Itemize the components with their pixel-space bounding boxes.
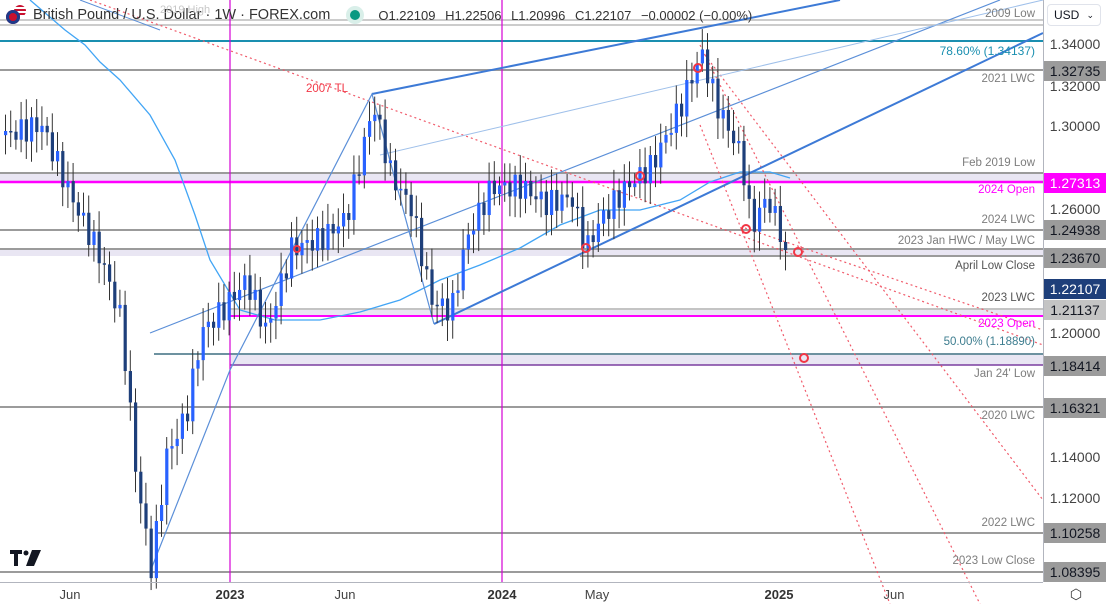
- label-2009-low: 2009 Low: [985, 8, 1035, 20]
- price-label-2024-open: 1.27313: [1044, 173, 1106, 193]
- label-2023-lwc: 2023 LWC: [981, 292, 1035, 304]
- price-label: 1.24938: [1044, 220, 1106, 240]
- current-price-label: 1.22107: [1044, 279, 1106, 299]
- time-tick: 2024: [487, 587, 517, 602]
- symbol-header: British Pound / U.S. Dollar · 1W · FOREX…: [6, 5, 758, 25]
- currency-value: USD: [1054, 8, 1080, 22]
- time-tick: Jun: [59, 587, 81, 602]
- price-tick: 1.20000: [1049, 325, 1101, 341]
- time-tick: Jun: [883, 587, 905, 602]
- price-label: 1.32735: [1044, 61, 1106, 81]
- market-status-icon: [350, 10, 361, 20]
- price-tick: 1.26000: [1049, 201, 1101, 217]
- price-label: 1.23670: [1044, 248, 1106, 268]
- time-tick: Jun: [334, 587, 356, 602]
- candlesticks: [4, 29, 788, 591]
- label-2024-lwc: 2024 LWC: [981, 214, 1035, 226]
- price-label: 1.18414: [1044, 356, 1106, 376]
- price-label: 1.08395: [1044, 562, 1106, 582]
- label-2020-lwc: 2020 LWC: [981, 410, 1035, 422]
- label-jan24-low: Jan 24' Low: [973, 368, 1035, 380]
- high-value: H1.22506: [445, 7, 502, 23]
- price-tick: 1.14000: [1049, 449, 1101, 465]
- price-tick: 1.32000: [1049, 78, 1101, 94]
- currency-selector[interactable]: USD ⌄: [1047, 4, 1101, 26]
- settings-icon[interactable]: ⬡: [1069, 586, 1083, 602]
- price-label: 1.16321: [1044, 398, 1106, 418]
- label-april-low-close: April Low Close: [955, 260, 1035, 272]
- label-2024-open: 2024 Open: [978, 184, 1035, 196]
- label-2007-tl: 2007 TL: [306, 83, 348, 95]
- time-tick: 2025: [764, 587, 794, 602]
- close-value: C1.22107: [574, 7, 632, 23]
- label-2021-lwc: 2021 LWC: [981, 73, 1035, 85]
- symbol-title[interactable]: British Pound / U.S. Dollar · 1W · FOREX…: [33, 7, 331, 23]
- label-feb-2019-low: Feb 2019 Low: [962, 157, 1035, 169]
- price-label: 1.21137: [1044, 300, 1106, 320]
- time-tick: May: [584, 587, 610, 602]
- time-axis[interactable]: [0, 582, 1043, 605]
- label-2023-hwc: 2023 Jan HWC / May LWC: [897, 235, 1035, 247]
- price-tick: 1.34000: [1049, 36, 1101, 52]
- time-tick: 2023: [215, 587, 245, 602]
- label-fib-786: 78.60% (1.34137): [939, 44, 1035, 58]
- label-2022-lwc: 2022 LWC: [981, 517, 1035, 529]
- open-value: O1.22109: [378, 7, 436, 23]
- low-value: L1.20996: [511, 7, 566, 23]
- label-2023-open: 2023 Open: [978, 318, 1035, 330]
- price-tick: 1.30000: [1049, 118, 1101, 134]
- price-tick: 1.12000: [1049, 490, 1101, 506]
- tradingview-logo: [10, 550, 41, 566]
- ohlc-values: O1.22109 H1.22506 L1.20996 C1.22107 −0.0…: [378, 8, 758, 23]
- label-2019-high: 2019 High: [160, 4, 211, 16]
- label-fib-50: 50.00% (1.18890): [943, 336, 1035, 348]
- change-value: −0.00002 (−0.00%): [640, 7, 753, 23]
- gbp-usd-flag-icon: [6, 5, 28, 25]
- label-2023-low-close: 2023 Low Close: [952, 555, 1035, 567]
- price-label: 1.10258: [1044, 523, 1106, 543]
- chevron-down-icon: ⌄: [1086, 9, 1094, 20]
